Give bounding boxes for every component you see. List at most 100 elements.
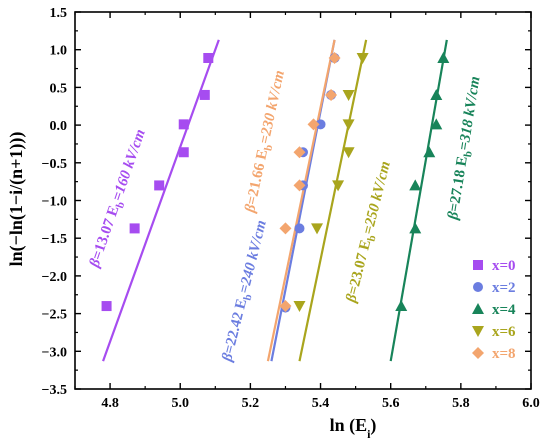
y-tick-label: 1.5 [50, 6, 68, 21]
eb-subscript: b [262, 144, 275, 152]
eb-symbol: E [104, 204, 122, 219]
x-axis-label-main: ln (E [330, 415, 368, 436]
data-points-layer [101, 51, 450, 313]
x-tick-label: 6.0 [522, 396, 540, 411]
eb-symbol: E [232, 297, 250, 311]
x-axis-label: ln (Ei) [330, 415, 377, 441]
data-point-x-6 [342, 119, 355, 131]
beta-symbol: β [343, 292, 361, 305]
data-point-x-6 [342, 89, 355, 101]
x-tick-label: 5.2 [242, 396, 260, 411]
y-axis-label: ln(−ln(1−i/(n+1))) [6, 132, 27, 267]
fit-annotation: β=13.07 Eb=160 kV/cm [86, 127, 151, 271]
axes-layer: 4.8 5.0 5.2 5.4 5.6 5.8 6.0 1.5 1.0 0.5 0.0 −0.5 −1.… [42, 6, 540, 411]
data-point-x-8 [293, 146, 306, 159]
x-tick-label: 5.0 [171, 396, 189, 411]
data-point-x-0 [199, 89, 210, 100]
data-point-x-6 [356, 52, 369, 64]
data-point-x-4 [430, 118, 443, 130]
data-point-x-4 [409, 179, 422, 191]
data-point-x-0 [203, 52, 214, 63]
eb-symbol: E [253, 148, 271, 161]
eb-symbol: E [356, 238, 374, 252]
legend-label: x=6 [492, 324, 516, 340]
data-point-x-8 [279, 300, 292, 313]
x-axis-label-sub: i [367, 427, 371, 441]
data-point-x-0 [154, 180, 165, 191]
legend-marker-x-6 [472, 326, 484, 337]
y-tick-label: −3.0 [42, 345, 67, 360]
data-point-x-0 [178, 147, 189, 158]
fit-annotation: β=23.07 Eb=250 kV/cm [343, 160, 397, 306]
data-point-x-8 [293, 179, 306, 192]
legend-marker-x-8 [472, 347, 484, 359]
fit-line-x-0 [102, 39, 220, 362]
x-tick-label: 5.6 [382, 396, 400, 411]
fit-line-x-6 [298, 39, 368, 362]
fit-line-x-8 [266, 39, 336, 362]
data-point-x-4 [423, 146, 436, 158]
fit-annotation: β=22.42 Eb=240 kV/cm [219, 219, 273, 365]
data-point-x-4 [409, 222, 422, 234]
data-point-x-6 [342, 147, 355, 159]
y-tick-label: −2.5 [42, 308, 67, 323]
data-point-x-8 [328, 51, 341, 64]
legend-label: x=4 [492, 302, 516, 318]
eb-value: =318 kV/cm [456, 75, 484, 151]
eb-subscript: b [114, 200, 127, 210]
fit-annotation: β=21.66 Eb=230 kV/cm [242, 69, 291, 215]
legend-label: x=0 [492, 258, 516, 274]
beta-value: =27.18 [446, 165, 469, 213]
data-point-x-0 [178, 119, 189, 130]
eb-symbol: E [454, 155, 471, 167]
beta-symbol: β [219, 351, 237, 364]
data-point-x-4 [430, 88, 443, 100]
data-point-x-2 [315, 119, 326, 130]
beta-value: =13.07 [89, 213, 119, 262]
legend-label: x=8 [492, 346, 516, 362]
data-point-x-4 [437, 51, 450, 63]
x-tick-label: 5.4 [312, 396, 330, 411]
data-point-x-2 [294, 223, 305, 234]
x-tick-label: 5.8 [452, 396, 470, 411]
legend-label: x=2 [492, 280, 516, 296]
legend-marker-x-4 [472, 303, 484, 314]
eb-subscript: b [462, 150, 475, 158]
y-tick-label: −0.5 [42, 157, 67, 172]
eb-value: =160 kV/cm [109, 127, 148, 203]
x-tick-label: 4.8 [101, 396, 119, 411]
annotations-layer: β=13.07 Eb=160 kV/cmβ=22.42 Eb=240 kV/cm… [86, 69, 487, 365]
y-tick-label: 0.5 [50, 81, 68, 96]
fit-annotation: β=27.18 Eb=318 kV/cm [445, 75, 487, 222]
beta-symbol: β [445, 210, 462, 221]
y-tick-label: 1.0 [50, 44, 68, 59]
eb-subscript: b [242, 293, 255, 302]
data-point-x-4 [395, 300, 408, 312]
data-point-x-0 [101, 301, 112, 312]
legend: x=0 x=2 x=4 x=6 x=8 [472, 258, 516, 362]
data-point-x-6 [332, 180, 345, 192]
data-point-x-8 [325, 88, 338, 101]
eb-value: =250 kV/cm [360, 160, 394, 236]
data-point-x-8 [279, 222, 292, 235]
beta-symbol: β [242, 203, 260, 215]
beta-value: =22.42 [221, 307, 248, 356]
beta-value: =23.07 [345, 248, 372, 297]
data-point-x-8 [307, 118, 320, 131]
y-tick-label: −2.0 [42, 270, 67, 285]
legend-marker-x-0 [473, 260, 483, 270]
x-axis-label-end: ) [370, 415, 376, 436]
y-tick-label: −1.5 [42, 232, 67, 247]
y-tick-label: 0.0 [50, 119, 68, 134]
eb-subscript: b [366, 234, 379, 243]
data-point-x-6 [311, 223, 324, 235]
data-point-x-0 [129, 223, 140, 234]
y-tick-label: −3.5 [42, 383, 67, 398]
beta-value: =21.66 [244, 158, 269, 206]
eb-value: =240 kV/cm [236, 219, 270, 295]
y-tick-label: −1.0 [42, 195, 67, 210]
eb-value: =230 kV/cm [257, 69, 288, 145]
data-point-x-6 [293, 301, 306, 313]
fit-line-x-4 [389, 39, 448, 362]
